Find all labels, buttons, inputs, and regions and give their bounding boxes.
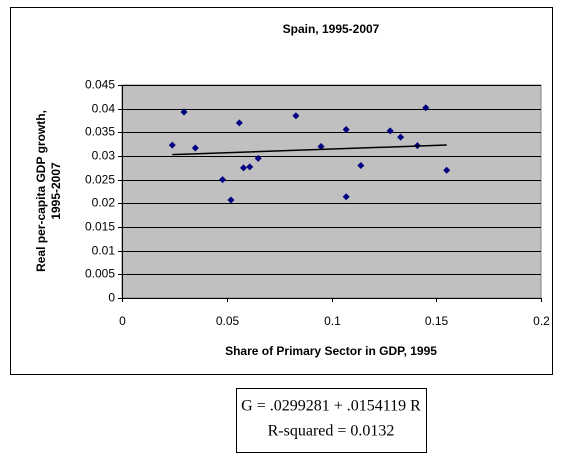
x-tick-label: 0 (119, 314, 126, 328)
y-axis-title-line: Real per-capita GDP growth, (34, 110, 48, 272)
point (168, 141, 176, 149)
y-tick-label: 0.025 (85, 173, 115, 187)
x-tick-label: 0.2 (533, 314, 550, 328)
y-tick-label: 0.01 (92, 244, 116, 258)
y-tick-label: 0.02 (92, 196, 116, 210)
point (422, 104, 430, 112)
point (235, 119, 243, 127)
point (246, 163, 254, 171)
trendline (172, 144, 447, 156)
point (240, 164, 248, 172)
y-tick-label: 0.005 (85, 267, 115, 281)
y-axis-title-line: 1995-2007 (49, 162, 63, 220)
point (254, 154, 262, 162)
point (386, 127, 394, 135)
point (292, 112, 300, 120)
plot-area (121, 84, 542, 299)
x-tick-label: 0.1 (324, 314, 341, 328)
y-tick-label: 0.015 (85, 220, 115, 234)
point (357, 161, 365, 169)
x-axis-title: Share of Primary Sector in GDP, 1995 (225, 344, 437, 358)
equation: G = .0299281 + .0154119 R (241, 398, 421, 415)
y-tick-label: 0.035 (85, 125, 115, 139)
point (227, 196, 235, 204)
point (191, 144, 199, 152)
point (342, 193, 350, 201)
point (219, 176, 227, 184)
point (443, 166, 451, 174)
point (397, 133, 405, 141)
x-tick-label: 0.05 (216, 314, 240, 328)
y-tick-label: 0 (108, 291, 115, 305)
y-tick-label: 0.04 (92, 102, 116, 116)
y-tick-label: 0.045 (85, 78, 115, 92)
point (317, 143, 325, 151)
x-tick-label: 0.15 (425, 314, 449, 328)
point (342, 125, 350, 133)
y-tick-label: 0.03 (92, 149, 116, 163)
chart-title: Spain, 1995-2007 (283, 22, 380, 36)
r-squared: R-squared = 0.0132 (268, 423, 395, 440)
equation-box (236, 388, 427, 453)
point (180, 108, 188, 116)
y-axis-title: Real per-capita GDP growth, 1995-2007 (34, 110, 63, 272)
